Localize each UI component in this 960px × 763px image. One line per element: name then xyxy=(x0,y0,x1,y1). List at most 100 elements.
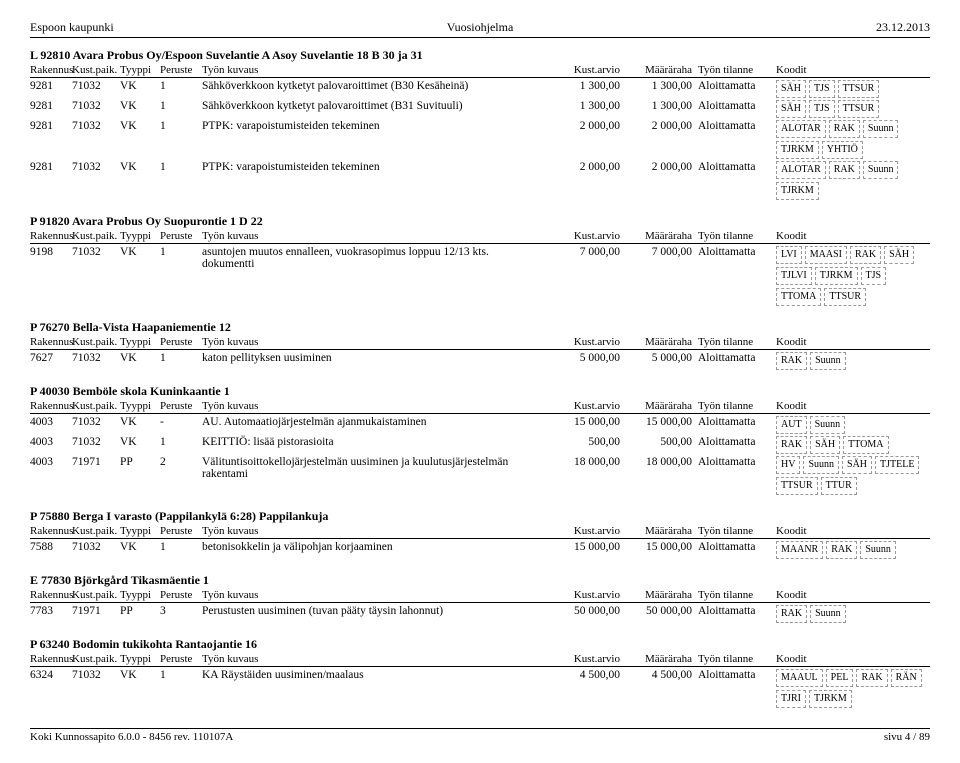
code-tag: LVI xyxy=(776,246,802,264)
col-maararaha: Määräraha xyxy=(626,589,698,601)
cell-peruste: 1 xyxy=(160,669,202,681)
col-kuvaus: Työn kuvaus xyxy=(202,525,550,537)
cell-tilanne: Aloittamatta xyxy=(698,605,776,617)
col-tyyppi: Tyyppi xyxy=(120,400,160,412)
cell-peruste: 1 xyxy=(160,436,202,448)
col-koodit: Koodit xyxy=(776,400,930,412)
cell-tyyppi: VK xyxy=(120,161,160,173)
code-tag: TJS xyxy=(809,100,835,118)
code-tag: TJS xyxy=(809,80,835,98)
cell-maararaha: 15 000,00 xyxy=(626,416,698,428)
cell-peruste: 1 xyxy=(160,541,202,553)
cell-maararaha: 50 000,00 xyxy=(626,605,698,617)
col-maararaha: Määräraha xyxy=(626,653,698,665)
cell-koodit: LVIMAASIRAKSÄHTJLVITJRKMTJSTTOMATTSUR xyxy=(776,246,930,306)
code-tag: TTUR xyxy=(821,477,857,495)
col-kuvaus: Työn kuvaus xyxy=(202,400,550,412)
cell-koodit: SÄHTJSTTSUR xyxy=(776,80,930,98)
cell-tilanne: Aloittamatta xyxy=(698,436,776,448)
cell-peruste: 2 xyxy=(160,456,202,468)
col-kuvaus: Työn kuvaus xyxy=(202,336,550,348)
header-date: 23.12.2013 xyxy=(630,20,930,35)
sections-container: L 92810 Avara Probus Oy/Espoon Suvelanti… xyxy=(30,48,930,708)
column-headers: Rakennus Kust.paik. Tyyppi Peruste Työn … xyxy=(30,525,930,539)
column-headers: Rakennus Kust.paik. Tyyppi Peruste Työn … xyxy=(30,589,930,603)
cell-rakennus: 6324 xyxy=(30,669,72,681)
table-row: 7588 71032 VK 1 betonisokkelin ja välipo… xyxy=(30,539,930,559)
col-tilanne: Työn tilanne xyxy=(698,230,776,242)
table-row: 6324 71032 VK 1 KA Räystäiden uusiminen/… xyxy=(30,667,930,708)
cell-tilanne: Aloittamatta xyxy=(698,669,776,681)
section-title: E 77830 Björkgård Tikasmäentie 1 xyxy=(30,573,930,588)
table-row: 7627 71032 VK 1 katon pellityksen uusimi… xyxy=(30,350,930,370)
column-headers: Rakennus Kust.paik. Tyyppi Peruste Työn … xyxy=(30,400,930,414)
cell-maararaha: 500,00 xyxy=(626,436,698,448)
cell-koodit: RAKSuunn xyxy=(776,352,930,370)
code-tag: SÄH xyxy=(810,436,840,454)
cell-arvio: 15 000,00 xyxy=(550,416,626,428)
page-footer: Koki Kunnossapito 6.0.0 - 8456 rev. 1101… xyxy=(30,728,930,743)
code-tag: ALOTAR xyxy=(776,161,826,179)
col-tyyppi: Tyyppi xyxy=(120,230,160,242)
section: E 77830 Björkgård Tikasmäentie 1 Rakennu… xyxy=(30,573,930,623)
section: P 91820 Avara Probus Oy Suopurontie 1 D … xyxy=(30,214,930,306)
footer-version: Koki Kunnossapito 6.0.0 - 8456 rev. 1101… xyxy=(30,731,233,743)
col-tyyppi: Tyyppi xyxy=(120,525,160,537)
col-tilanne: Työn tilanne xyxy=(698,653,776,665)
cell-maararaha: 2 000,00 xyxy=(626,120,698,132)
cell-kuvaus: PTPK: varapoistumisteiden tekeminen xyxy=(202,120,550,132)
cell-tyyppi: VK xyxy=(120,416,160,428)
col-peruste: Peruste xyxy=(160,230,202,242)
code-tag: TTOMA xyxy=(776,288,821,306)
cell-koodit: ALOTARRAKSuunnTJRKM xyxy=(776,161,930,200)
code-tag: TJRKM xyxy=(776,182,819,200)
cell-kuvaus: betonisokkelin ja välipohjan korjaaminen xyxy=(202,541,550,553)
cell-tilanne: Aloittamatta xyxy=(698,456,776,468)
header-city: Espoon kaupunki xyxy=(30,20,330,35)
cell-koodit: ALOTARRAKSuunnTJRKMYHTIÖ xyxy=(776,120,930,159)
cell-tilanne: Aloittamatta xyxy=(698,120,776,132)
col-kuvaus: Työn kuvaus xyxy=(202,589,550,601)
cell-arvio: 7 000,00 xyxy=(550,246,626,258)
section-title: P 40030 Bemböle skola Kuninkaantie 1 xyxy=(30,384,930,399)
cell-tyyppi: PP xyxy=(120,605,160,617)
cell-tilanne: Aloittamatta xyxy=(698,100,776,112)
cell-peruste: 1 xyxy=(160,352,202,364)
cell-kuvaus: KA Räystäiden uusiminen/maalaus xyxy=(202,669,550,681)
section: L 92810 Avara Probus Oy/Espoon Suvelanti… xyxy=(30,48,930,200)
col-koodit: Koodit xyxy=(776,589,930,601)
cell-rakennus: 7783 xyxy=(30,605,72,617)
cell-rakennus: 7588 xyxy=(30,541,72,553)
cell-peruste: 1 xyxy=(160,120,202,132)
column-headers: Rakennus Kust.paik. Tyyppi Peruste Työn … xyxy=(30,336,930,350)
col-rakennus: Rakennus xyxy=(30,589,72,601)
col-tilanne: Työn tilanne xyxy=(698,400,776,412)
col-kustpaik: Kust.paik. xyxy=(72,653,120,665)
code-tag: TTSUR xyxy=(824,288,866,306)
cell-tyyppi: VK xyxy=(120,100,160,112)
cell-arvio: 1 300,00 xyxy=(550,80,626,92)
table-row: 9281 71032 VK 1 PTPK: varapoistumisteide… xyxy=(30,159,930,200)
column-headers: Rakennus Kust.paik. Tyyppi Peruste Työn … xyxy=(30,653,930,667)
code-tag: RAK xyxy=(856,669,887,687)
cell-arvio: 500,00 xyxy=(550,436,626,448)
cell-tilanne: Aloittamatta xyxy=(698,352,776,364)
col-kuvaus: Työn kuvaus xyxy=(202,64,550,76)
cell-koodit: SÄHTJSTTSUR xyxy=(776,100,930,118)
col-kuvaus: Työn kuvaus xyxy=(202,653,550,665)
col-koodit: Koodit xyxy=(776,525,930,537)
cell-koodit: AUTSuunn xyxy=(776,416,930,434)
col-tilanne: Työn tilanne xyxy=(698,336,776,348)
code-tag: SÄH xyxy=(776,100,806,118)
cell-maararaha: 4 500,00 xyxy=(626,669,698,681)
cell-kuvaus: asuntojen muutos ennalleen, vuokrasopimu… xyxy=(202,246,550,270)
cell-rakennus: 9281 xyxy=(30,161,72,173)
code-tag: RAK xyxy=(850,246,881,264)
code-tag: TTSUR xyxy=(838,100,880,118)
cell-koodit: RAKSÄHTTOMA xyxy=(776,436,930,454)
col-peruste: Peruste xyxy=(160,64,202,76)
code-tag: MAANR xyxy=(776,541,823,559)
cell-tyyppi: VK xyxy=(120,120,160,132)
col-kustpaik: Kust.paik. xyxy=(72,525,120,537)
code-tag: HV xyxy=(776,456,800,474)
